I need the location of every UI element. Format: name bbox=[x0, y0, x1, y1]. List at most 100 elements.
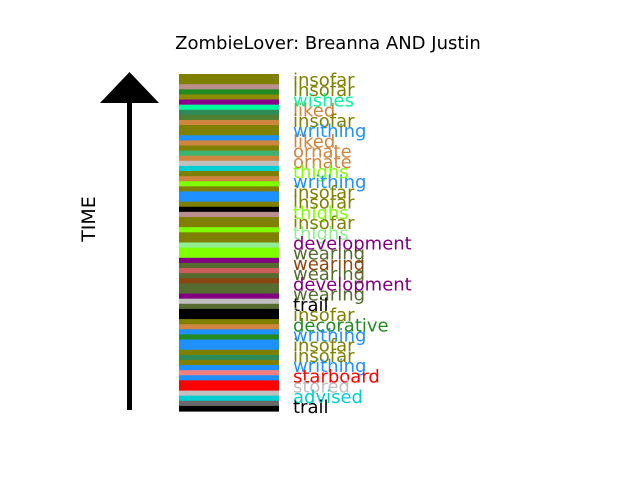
band-label: liked bbox=[293, 131, 335, 152]
color-band bbox=[179, 380, 279, 387]
color-band bbox=[179, 283, 279, 290]
color-band bbox=[179, 99, 279, 106]
color-band bbox=[179, 94, 279, 101]
band-label: starboard bbox=[293, 366, 380, 387]
color-band bbox=[179, 262, 279, 269]
color-band bbox=[179, 268, 279, 274]
color-band bbox=[179, 84, 279, 90]
color-band bbox=[179, 278, 279, 284]
band-label: advised bbox=[293, 387, 363, 408]
band-label: insofar bbox=[293, 193, 355, 214]
band-labels: insofarinsofarwisheslikedinsofarwrithing… bbox=[293, 70, 412, 418]
color-band bbox=[179, 145, 279, 152]
color-band bbox=[179, 339, 279, 346]
color-band bbox=[179, 349, 279, 356]
color-band bbox=[179, 216, 279, 223]
color-band bbox=[179, 171, 279, 177]
color-band bbox=[179, 135, 279, 141]
y-axis-label: TIME bbox=[78, 196, 100, 243]
color-band bbox=[179, 237, 279, 244]
band-label: thighs bbox=[293, 223, 349, 244]
color-band bbox=[179, 247, 279, 254]
color-band bbox=[179, 242, 279, 249]
band-label: thighs bbox=[293, 162, 349, 183]
band-label: wearing bbox=[293, 254, 365, 275]
color-band bbox=[179, 140, 279, 147]
band-label: ornate bbox=[293, 142, 352, 163]
band-label: decorative bbox=[293, 315, 389, 336]
color-band bbox=[179, 252, 279, 259]
color-band bbox=[179, 165, 279, 172]
color-band bbox=[179, 273, 279, 279]
color-band bbox=[179, 257, 279, 264]
color-band bbox=[179, 354, 279, 361]
band-label: writhing bbox=[293, 121, 366, 142]
band-label: wishes bbox=[293, 90, 354, 111]
color-band bbox=[179, 334, 279, 341]
color-band bbox=[179, 313, 279, 320]
color-band bbox=[179, 89, 279, 96]
color-band bbox=[179, 191, 279, 198]
band-label: stored bbox=[293, 377, 350, 398]
color-band bbox=[179, 201, 279, 208]
color-band bbox=[179, 119, 279, 126]
band-label: insofar bbox=[293, 70, 355, 91]
band-label: writhing bbox=[293, 325, 366, 346]
color-band bbox=[179, 344, 279, 351]
band-label: ornate bbox=[293, 152, 352, 173]
color-band bbox=[179, 222, 279, 228]
band-label: wearing bbox=[293, 285, 365, 306]
color-band bbox=[179, 359, 279, 366]
band-label: insofar bbox=[293, 305, 355, 326]
band-label: writhing bbox=[293, 172, 366, 193]
color-band bbox=[179, 390, 279, 397]
color-band bbox=[179, 385, 279, 392]
color-band bbox=[179, 109, 279, 116]
color-band bbox=[179, 298, 279, 305]
band-label: development bbox=[293, 234, 412, 255]
color-band bbox=[179, 365, 279, 371]
color-band bbox=[179, 288, 279, 295]
chart-title: ZombieLover: Breanna AND Justin bbox=[175, 33, 481, 54]
band-label: trail bbox=[293, 295, 329, 316]
band-label: insofar bbox=[293, 182, 355, 203]
color-band bbox=[179, 227, 279, 233]
color-band bbox=[179, 232, 279, 238]
color-band bbox=[179, 405, 279, 412]
band-label: insofar bbox=[293, 213, 355, 234]
band-label: insofar bbox=[293, 336, 355, 357]
time-arrow-head bbox=[100, 72, 159, 103]
color-band bbox=[179, 186, 279, 193]
color-band bbox=[179, 400, 279, 407]
color-band bbox=[179, 130, 279, 136]
color-band bbox=[179, 375, 279, 381]
band-label: insofar bbox=[293, 111, 355, 132]
color-band bbox=[179, 104, 279, 111]
color-band bbox=[179, 160, 279, 167]
band-label: writhing bbox=[293, 356, 366, 377]
color-band bbox=[179, 395, 279, 402]
color-band bbox=[179, 176, 279, 182]
color-band bbox=[179, 125, 279, 131]
band-label: insofar bbox=[293, 346, 355, 367]
color-band bbox=[179, 74, 279, 80]
color-band bbox=[179, 206, 279, 213]
band-label: trail bbox=[293, 397, 329, 418]
band-label: wearing bbox=[293, 244, 365, 265]
color-bands bbox=[179, 74, 279, 412]
band-label: thighs bbox=[293, 203, 349, 224]
color-band bbox=[179, 211, 279, 218]
color-band bbox=[179, 196, 279, 203]
color-band bbox=[179, 114, 279, 121]
color-band bbox=[179, 150, 279, 157]
color-band bbox=[179, 329, 279, 336]
band-label: development bbox=[293, 274, 412, 295]
color-band bbox=[179, 293, 279, 300]
color-band bbox=[179, 303, 279, 310]
color-band bbox=[179, 181, 279, 187]
band-label: wearing bbox=[293, 264, 365, 285]
color-band bbox=[179, 324, 279, 330]
color-band bbox=[179, 79, 279, 85]
color-band bbox=[179, 155, 279, 162]
